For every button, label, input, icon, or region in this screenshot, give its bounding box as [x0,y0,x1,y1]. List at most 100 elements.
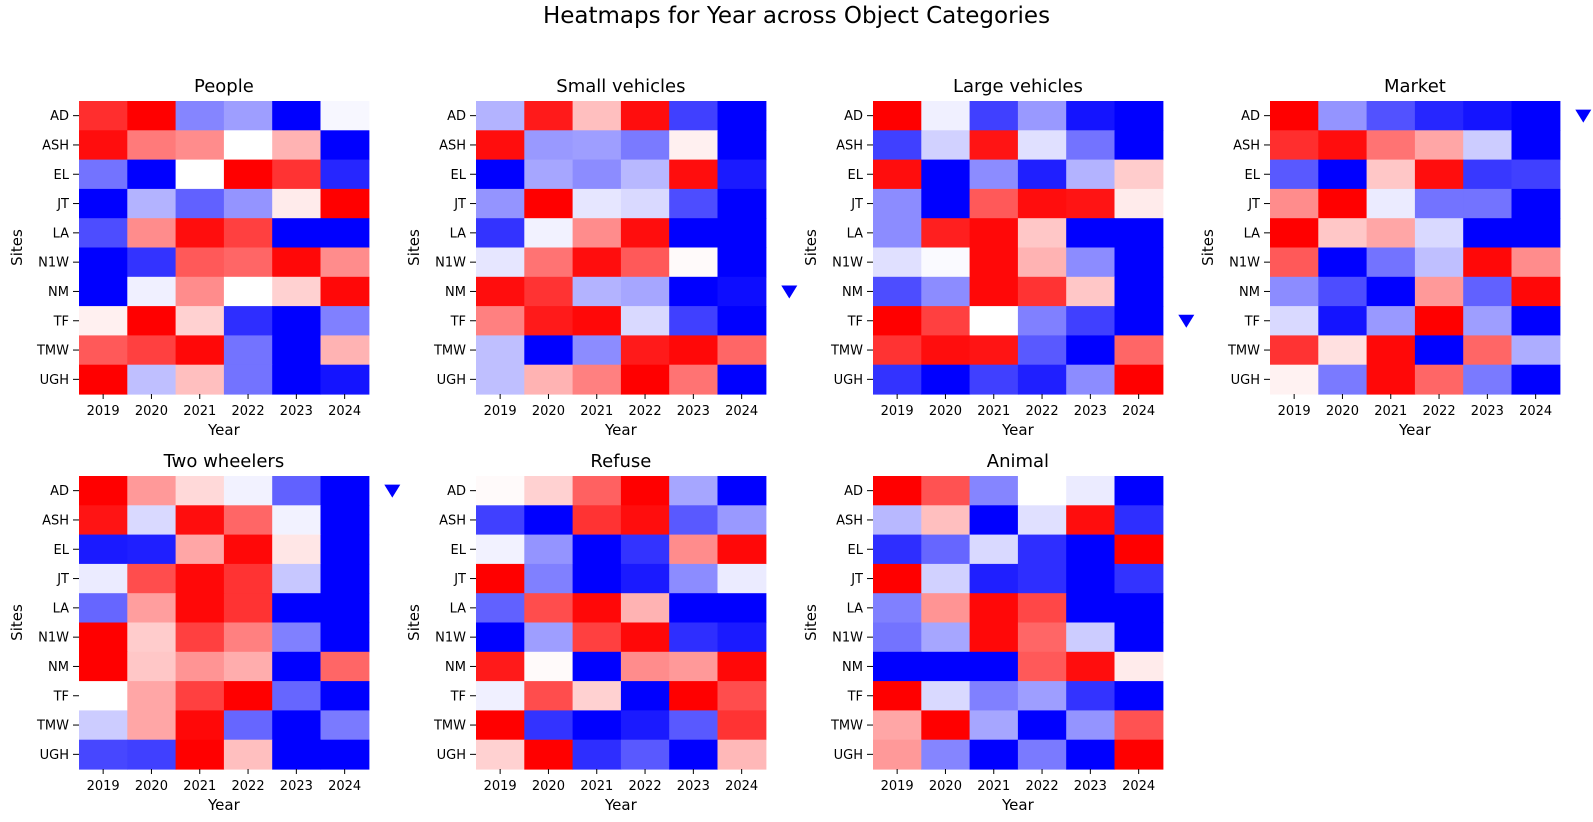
x-axis-label: Year [1001,421,1035,439]
x-tick-label: 2019 [484,779,517,794]
y-tick-label: N1W [38,631,69,646]
heatmap-cell [320,739,370,770]
heatmap-cell [79,218,128,249]
y-tick-label: AD [1241,109,1260,124]
x-tick-label: 2021 [580,779,613,794]
heatmap-cell [476,593,525,624]
x-tick-label: 2024 [1122,779,1155,794]
triangle-down-marker [781,285,798,299]
heatmap-cell [175,739,225,770]
y-tick-label: AD [844,484,863,499]
heatmap-cell [921,476,971,506]
heatmap-cell [969,476,1019,506]
x-tick-label: 2023 [1471,404,1504,419]
heatmap-cell [1511,247,1561,278]
heatmap-cell [476,247,525,278]
y-tick-label: NM [48,285,69,300]
y-tick-label: TF [847,314,863,329]
heatmap-cell [969,218,1019,249]
x-tick-label: 2021 [580,404,613,419]
heatmap-cell [873,247,922,278]
heatmap-cell [1463,364,1513,395]
y-tick-label: LA [53,601,70,616]
heatmap-cell [127,563,177,594]
heatmap-cell [79,593,128,624]
heatmap-cell [79,622,128,653]
heatmap-cell [1114,710,1164,741]
heatmap-cell [127,739,177,770]
heatmap-cell [1017,476,1067,506]
heatmap-cell [669,622,719,653]
panel-title: Refuse [590,451,651,472]
x-tick-label: 2021 [977,404,1010,419]
heatmap-cell [669,534,719,565]
y-tick-label: LA [847,226,864,241]
x-tick-label: 2020 [1326,404,1359,419]
heatmap-cell [1114,306,1164,336]
heatmap-cell [175,505,225,536]
heatmap-cell [1366,130,1416,161]
heatmap-cell [524,218,574,249]
heatmap-cell [1318,218,1368,249]
heatmap-cell [1366,188,1416,219]
heatmap-cell [1463,247,1513,278]
heatmap-cell [1066,593,1116,624]
heatmap-cell [1066,476,1116,506]
heatmap-cell [620,101,670,131]
x-tick-label: 2021 [183,779,216,794]
heatmap-cell [320,476,370,506]
heatmap-cell [1114,159,1164,190]
heatmap-cell [223,505,273,536]
heatmap-cell [1017,739,1067,770]
x-tick-label: 2021 [977,779,1010,794]
heatmap-cell [1270,218,1319,249]
heatmap-cell [620,218,670,249]
heatmap-cell [1066,335,1116,366]
heatmap-cell [1066,505,1116,536]
heatmap-cell [272,159,322,190]
y-axis-label: Sites [405,604,423,641]
heatmap-cell [969,130,1019,161]
heatmap-cell [620,364,670,395]
y-tick-label: TF [53,314,69,329]
heatmap-cell [873,306,922,336]
heatmap-cell [717,534,767,565]
heatmap-cell [175,335,225,366]
heatmap-cell [127,364,177,395]
x-tick-label: 2020 [532,404,565,419]
heatmap-cell [524,739,574,770]
heatmap-cell [572,364,622,395]
y-axis-label: Sites [8,229,26,266]
heatmap-cell [620,130,670,161]
heatmap-cell [921,739,971,770]
heatmap-cell [524,306,574,336]
heatmap-cell [1463,101,1513,131]
heatmap-cell [127,130,177,161]
heatmap-cell [1366,159,1416,190]
heatmap-cell [1511,364,1561,395]
heatmap-cell [524,681,574,711]
heatmap-cell [620,247,670,278]
y-tick-label: ASH [1233,138,1260,153]
heatmap-cell [969,739,1019,770]
heatmap-cell [524,101,574,131]
heatmap-cell [272,739,322,770]
heatmap-cell [175,563,225,594]
heatmap-cell [620,476,670,506]
heatmap-cell [873,739,922,770]
heatmap-cell [1270,188,1319,219]
x-tick-label: 2023 [1074,779,1107,794]
heatmap-cell [1017,130,1067,161]
heatmap-cell [320,188,370,219]
y-tick-label: AD [447,484,466,499]
heatmap-cell [524,188,574,219]
panel-title: Large vehicles [953,76,1083,97]
heatmap-panel-people: People AD ASH EL JT LA N1W NM TF TMW UGH 2019 2020 20… [8,76,370,439]
heatmap-cell [1511,276,1561,307]
heatmap-cell [1017,710,1067,741]
heatmap-cell [79,710,128,741]
heatmap-cell [1066,159,1116,190]
heatmap-cell [1366,306,1416,336]
heatmap-cell [1017,101,1067,131]
y-tick-label: JT [850,572,863,587]
